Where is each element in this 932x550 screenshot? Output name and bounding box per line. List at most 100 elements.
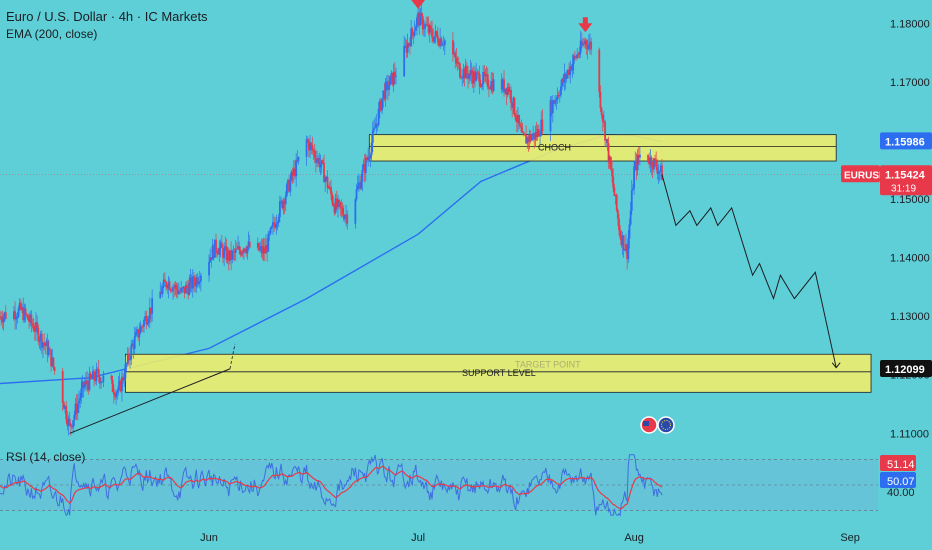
candle-body [162,279,165,287]
candle-body [537,129,540,137]
candle-body [389,76,392,86]
symbol-title[interactable]: Euro / U.S. Dollar · 4h · IC Markets [6,9,208,24]
price-tick-label: 1.17000 [890,77,930,89]
candle-body [406,43,409,53]
candle-body [589,41,591,45]
candle-body [328,186,331,189]
candle-body [288,179,291,192]
candle-body [292,168,295,176]
candle-body [561,78,564,87]
candle-body [237,246,239,249]
candle-body [333,205,336,213]
us-canton [643,421,649,426]
candle-body [620,237,623,246]
candle-body [549,100,552,132]
candle-body [31,323,34,326]
candle-body [246,246,249,254]
candle-body [281,200,284,209]
candle-body [110,375,113,380]
candle-body [652,158,655,170]
candle-body [534,132,537,140]
candle-body [76,403,79,414]
zone-choch [368,134,837,162]
candle-body [71,426,73,428]
candle-body [115,392,118,398]
candle-body [555,99,558,101]
candle-body [532,133,534,137]
candles [0,3,663,436]
candle-body [654,158,656,160]
candle-body [513,97,516,115]
candle-body [383,90,386,100]
candle-body [554,100,557,104]
candle-body [89,373,92,378]
candle-body [464,65,467,79]
zones[interactable] [125,134,872,393]
candle-body [356,185,359,190]
candle-body [455,58,458,64]
candle-body [334,198,337,213]
time-tick-label: Sep [840,532,860,544]
candle-body [339,202,342,207]
candle-body [86,380,89,385]
candle-body [151,298,154,314]
zone-label-support-level: SUPPORT LEVEL [462,368,536,378]
candle-body [575,56,577,58]
candle-body [486,74,489,88]
candle-body [212,245,215,258]
candle-body [51,357,54,366]
candle-body [69,423,72,427]
candle-body [474,71,476,81]
candle-body [188,282,191,295]
candle-body [428,25,431,33]
candle-body [377,108,380,126]
candle-body [198,281,201,283]
candle-body [558,95,561,96]
candle-body [29,314,32,323]
candle-body [272,222,274,227]
candle-body [331,193,334,203]
candle-body [457,62,460,64]
candle-body [308,141,310,151]
candle-body [345,214,347,217]
candle-body [587,44,590,50]
candle-body [380,100,382,111]
candle-body [194,283,197,287]
candle-body [435,31,438,36]
candle-body [659,165,662,172]
candle-body [599,92,602,109]
target-price-tag [880,359,932,377]
indicator-label[interactable]: EMA (200, close) [6,27,98,41]
candle-body [49,348,51,350]
candle-body [419,12,422,26]
candle-body [384,81,387,100]
candle-body [267,233,270,252]
candle-body [539,135,541,137]
candle-body [165,281,167,288]
candle-body [119,381,122,392]
candle-body [576,54,579,58]
candle-body [95,369,98,382]
candle-body [248,241,251,248]
candle-body [614,194,617,196]
time-axis[interactable]: Jun Jul Aug Sep [200,532,860,544]
candle-body [94,379,97,382]
candle-body [650,157,653,167]
candle-body [16,316,19,318]
candle-body [479,86,482,88]
candle-body [268,233,271,235]
candle-body [374,127,377,129]
candle-body [187,287,190,295]
candle-body [440,38,443,46]
candle-body [111,379,114,392]
candle-body [262,247,265,254]
rsi-label[interactable]: RSI (14, close) [6,450,86,464]
candle-body [626,244,629,260]
candle-body [525,134,528,144]
candle-body [395,76,397,77]
candle-body [375,123,378,128]
candle-body [364,157,367,174]
candle-body [453,52,455,55]
candle-body [632,188,634,190]
